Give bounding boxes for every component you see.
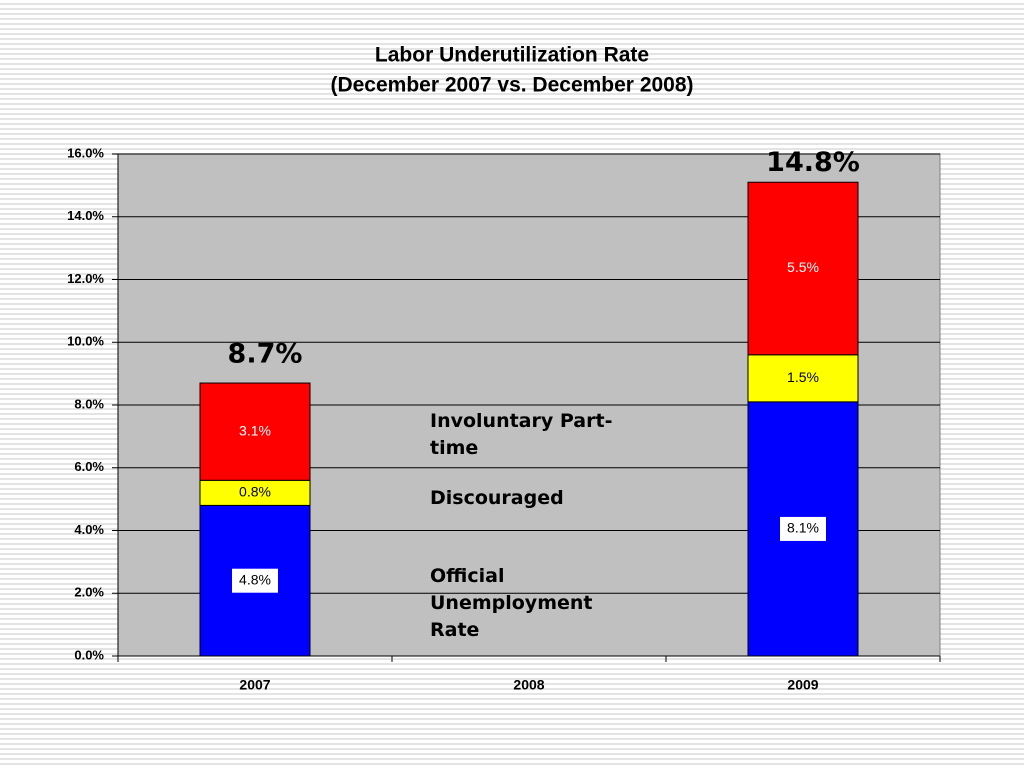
value-label-box (232, 568, 278, 593)
value-label: 8.1% (787, 520, 819, 536)
bar-segment (199, 479, 311, 506)
value-label: 1.5% (787, 369, 819, 385)
value-label: 5.5% (787, 259, 819, 275)
y-tick-label: 8.0% (74, 396, 104, 411)
y-tick-label: 14.0% (67, 208, 104, 223)
legend-entry: Official Unemployment Rate (430, 565, 593, 641)
bar-segment (747, 181, 859, 356)
chart-subtitle: (December 2007 vs. December 2008) (330, 74, 693, 97)
legend-entry: Discouraged (430, 487, 564, 509)
y-tick-label: 10.0% (67, 334, 104, 349)
value-label: 4.8% (239, 571, 271, 587)
total-label: 14.8% (766, 147, 860, 178)
y-tick-label: 2.0% (74, 585, 104, 600)
value-label: 0.8% (239, 484, 271, 500)
bar-segment (747, 354, 859, 403)
value-label-box (780, 516, 826, 541)
chart-title: Labor Underutilization Rate (375, 44, 649, 67)
y-tick-label: 12.0% (67, 271, 104, 286)
x-tick-label: 2009 (787, 677, 818, 693)
value-label: 3.1% (239, 422, 271, 438)
bar-segment (199, 382, 311, 481)
y-tick-label: 0.0% (74, 647, 104, 662)
legend-entry: Involuntary Part-time (430, 410, 613, 459)
x-tick-label: 2008 (513, 677, 544, 693)
y-tick-label: 6.0% (74, 459, 104, 474)
y-tick-label: 4.0% (74, 522, 104, 537)
total-label: 8.7% (228, 339, 303, 370)
y-tick-label: 16.0% (67, 145, 104, 160)
x-tick-label: 2007 (239, 677, 270, 693)
